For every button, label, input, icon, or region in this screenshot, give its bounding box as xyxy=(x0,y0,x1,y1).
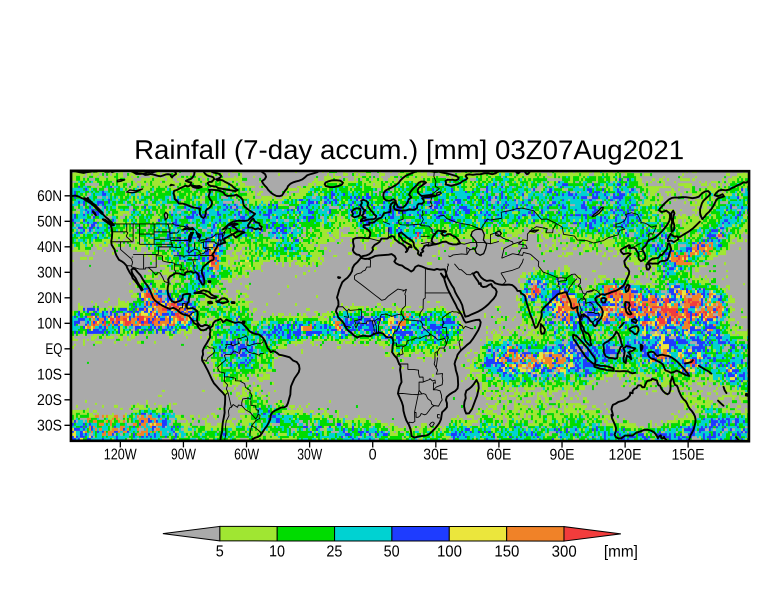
svg-text:30W: 30W xyxy=(297,446,322,463)
svg-text:120E: 120E xyxy=(609,447,642,464)
svg-text:30E: 30E xyxy=(423,447,448,464)
svg-text:60E: 60E xyxy=(486,447,511,464)
svg-text:10N: 10N xyxy=(37,316,62,333)
svg-text:120W: 120W xyxy=(104,446,137,463)
svg-text:10: 10 xyxy=(269,543,285,560)
svg-text:Rainfall (7-day accum.) [mm] 0: Rainfall (7-day accum.) [mm] 03Z07Aug202… xyxy=(134,135,684,165)
svg-text:150E: 150E xyxy=(672,447,705,464)
svg-text:150: 150 xyxy=(494,544,519,561)
svg-text:50: 50 xyxy=(384,543,400,560)
svg-text:60N: 60N xyxy=(37,188,62,205)
svg-text:25: 25 xyxy=(326,543,342,560)
svg-text:40N: 40N xyxy=(37,239,62,256)
svg-text:300: 300 xyxy=(552,544,577,561)
svg-text:EQ: EQ xyxy=(45,341,62,358)
svg-text:60W: 60W xyxy=(234,446,259,463)
svg-text:30N: 30N xyxy=(37,265,62,282)
svg-text:90E: 90E xyxy=(550,447,575,464)
svg-text:50N: 50N xyxy=(37,214,62,231)
svg-text:0: 0 xyxy=(369,446,377,463)
svg-text:5: 5 xyxy=(216,543,224,560)
svg-text:90W: 90W xyxy=(171,446,196,463)
svg-text:20N: 20N xyxy=(37,290,62,307)
svg-text:100: 100 xyxy=(437,544,462,561)
svg-text:30S: 30S xyxy=(37,418,62,435)
svg-text:[mm]: [mm] xyxy=(604,544,638,561)
svg-text:10S: 10S xyxy=(37,367,62,384)
svg-text:20S: 20S xyxy=(37,392,62,409)
